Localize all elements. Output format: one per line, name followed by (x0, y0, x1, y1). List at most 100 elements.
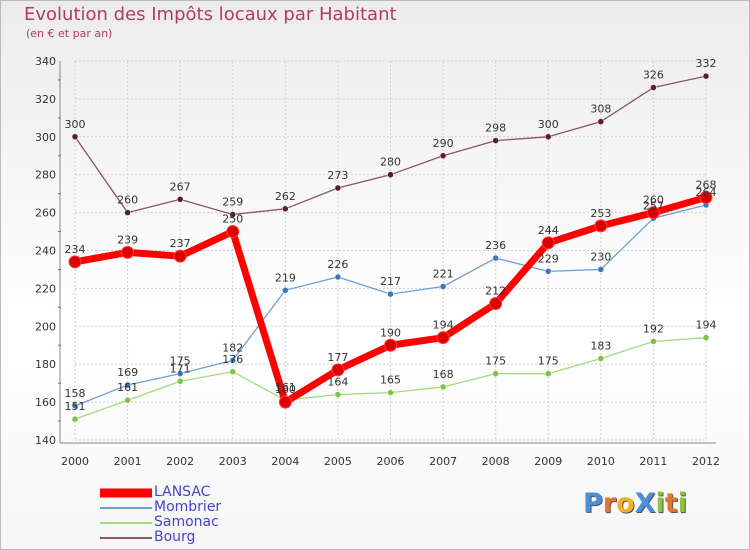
point-lansac (68, 255, 82, 269)
point-bourg (597, 118, 605, 125)
series-lines (68, 72, 713, 423)
point-lansac (436, 331, 450, 345)
data-label-samonac: 171 (170, 362, 191, 375)
data-label-samonac: 161 (117, 381, 138, 394)
chart-subtitle: (en € et par an) (26, 27, 113, 40)
logo-letter: t (664, 488, 678, 519)
x-tick-label: 2009 (534, 455, 562, 468)
point-bourg (545, 133, 552, 141)
point-samonac (439, 383, 447, 391)
axes: 140 160 180 200 220 240 260 280 300 320 340 2000 200… (35, 55, 720, 468)
point-mombrier (282, 287, 289, 294)
y-tick-label: 180 (35, 358, 56, 371)
point-samonac (124, 396, 131, 404)
data-label-bourg: 267 (170, 180, 191, 193)
data-label-mombrier: 219 (275, 271, 296, 284)
logo-letter: P (583, 488, 603, 519)
point-bourg (282, 205, 289, 213)
point-samonac (492, 370, 499, 377)
data-label-bourg: 300 (538, 118, 559, 131)
point-bourg (439, 152, 447, 159)
legend-label: Samonac (154, 514, 219, 530)
data-label-lansac: 253 (590, 207, 611, 220)
data-label-mombrier: 264 (696, 186, 717, 199)
point-bourg (229, 211, 236, 218)
x-tick-label: 2012 (692, 455, 720, 468)
point-lansac (489, 297, 503, 311)
y-tick-label: 280 (35, 169, 56, 182)
logo-letter: i (677, 488, 687, 519)
data-label-bourg: 298 (485, 122, 506, 135)
data-label-mombrier: 182 (222, 341, 243, 354)
point-mombrier (124, 381, 131, 389)
logo-letter: X (634, 488, 656, 519)
x-tick-label: 2001 (114, 455, 142, 468)
point-lansac (646, 206, 660, 220)
point-mombrier (229, 357, 236, 364)
data-label-samonac: 165 (380, 374, 401, 387)
chart-title: Evolution des Impôts locaux par Habitant (24, 4, 397, 25)
point-mombrier (439, 283, 447, 290)
data-label-mombrier: 230 (590, 250, 611, 263)
point-bourg (334, 184, 342, 192)
point-samonac (71, 415, 79, 423)
data-label-bourg: 262 (275, 190, 296, 203)
legend-swatch (100, 536, 152, 539)
point-lansac (173, 249, 187, 263)
point-lansac (278, 395, 292, 409)
data-label-samonac: 175 (485, 355, 506, 368)
data-label-mombrier: 175 (170, 355, 191, 368)
point-bourg (492, 137, 499, 144)
point-samonac (387, 389, 394, 396)
y-tick-label: 300 (35, 131, 56, 144)
logo-letter: o (616, 488, 635, 519)
y-tick-label: 340 (35, 55, 56, 68)
x-tick-label: 2010 (587, 455, 615, 468)
point-mombrier (387, 290, 394, 298)
point-mombrier (176, 370, 184, 377)
x-tick-label: 2006 (377, 455, 405, 468)
x-tick-label: 2003 (219, 455, 247, 468)
data-label-bourg: 326 (643, 69, 664, 82)
data-label-lansac: 260 (643, 194, 664, 207)
point-samonac (176, 378, 184, 385)
point-lansac (594, 219, 608, 233)
x-tick-label: 2005 (324, 455, 352, 468)
point-lansac (541, 236, 555, 250)
point-bourg (124, 209, 131, 216)
point-bourg (650, 84, 657, 91)
data-label-lansac: 237 (170, 237, 191, 250)
data-label-mombrier: 226 (327, 258, 348, 271)
x-tick-label: 2002 (166, 455, 194, 468)
data-label-mombrier: 217 (380, 275, 401, 288)
point-lansac (699, 190, 713, 204)
data-label-samonac: 175 (538, 355, 559, 368)
data-label-mombrier: 158 (65, 387, 86, 400)
y-tick-label: 200 (35, 320, 56, 333)
data-labels: 234 239 237 250 160 177 190 194 212 244 253 260 268 1… (65, 57, 717, 413)
data-label-lansac: 190 (380, 326, 401, 339)
legend-label: Mombrier (154, 499, 222, 515)
data-label-bourg: 300 (65, 118, 86, 131)
data-label-samonac: 183 (590, 340, 611, 353)
data-label-lansac: 234 (65, 243, 86, 256)
point-lansac (121, 245, 135, 259)
logo-letter: i (655, 488, 665, 519)
y-tick-label: 260 (35, 207, 56, 220)
legend-label: Bourg (154, 529, 196, 545)
point-samonac (334, 391, 342, 398)
point-samonac (650, 338, 657, 345)
data-label-mombrier: 257 (643, 199, 664, 212)
data-label-lansac: 268 (696, 178, 717, 191)
data-label-bourg: 290 (433, 137, 454, 150)
legend-swatch (100, 506, 152, 509)
point-lansac (384, 338, 397, 352)
point-mombrier (597, 266, 605, 273)
point-bourg (176, 196, 184, 203)
point-mombrier (545, 268, 552, 275)
data-label-samonac: 161 (275, 381, 296, 394)
data-label-bourg: 332 (696, 57, 717, 70)
y-tick-label: 240 (35, 245, 56, 258)
data-label-lansac: 212 (485, 285, 506, 298)
